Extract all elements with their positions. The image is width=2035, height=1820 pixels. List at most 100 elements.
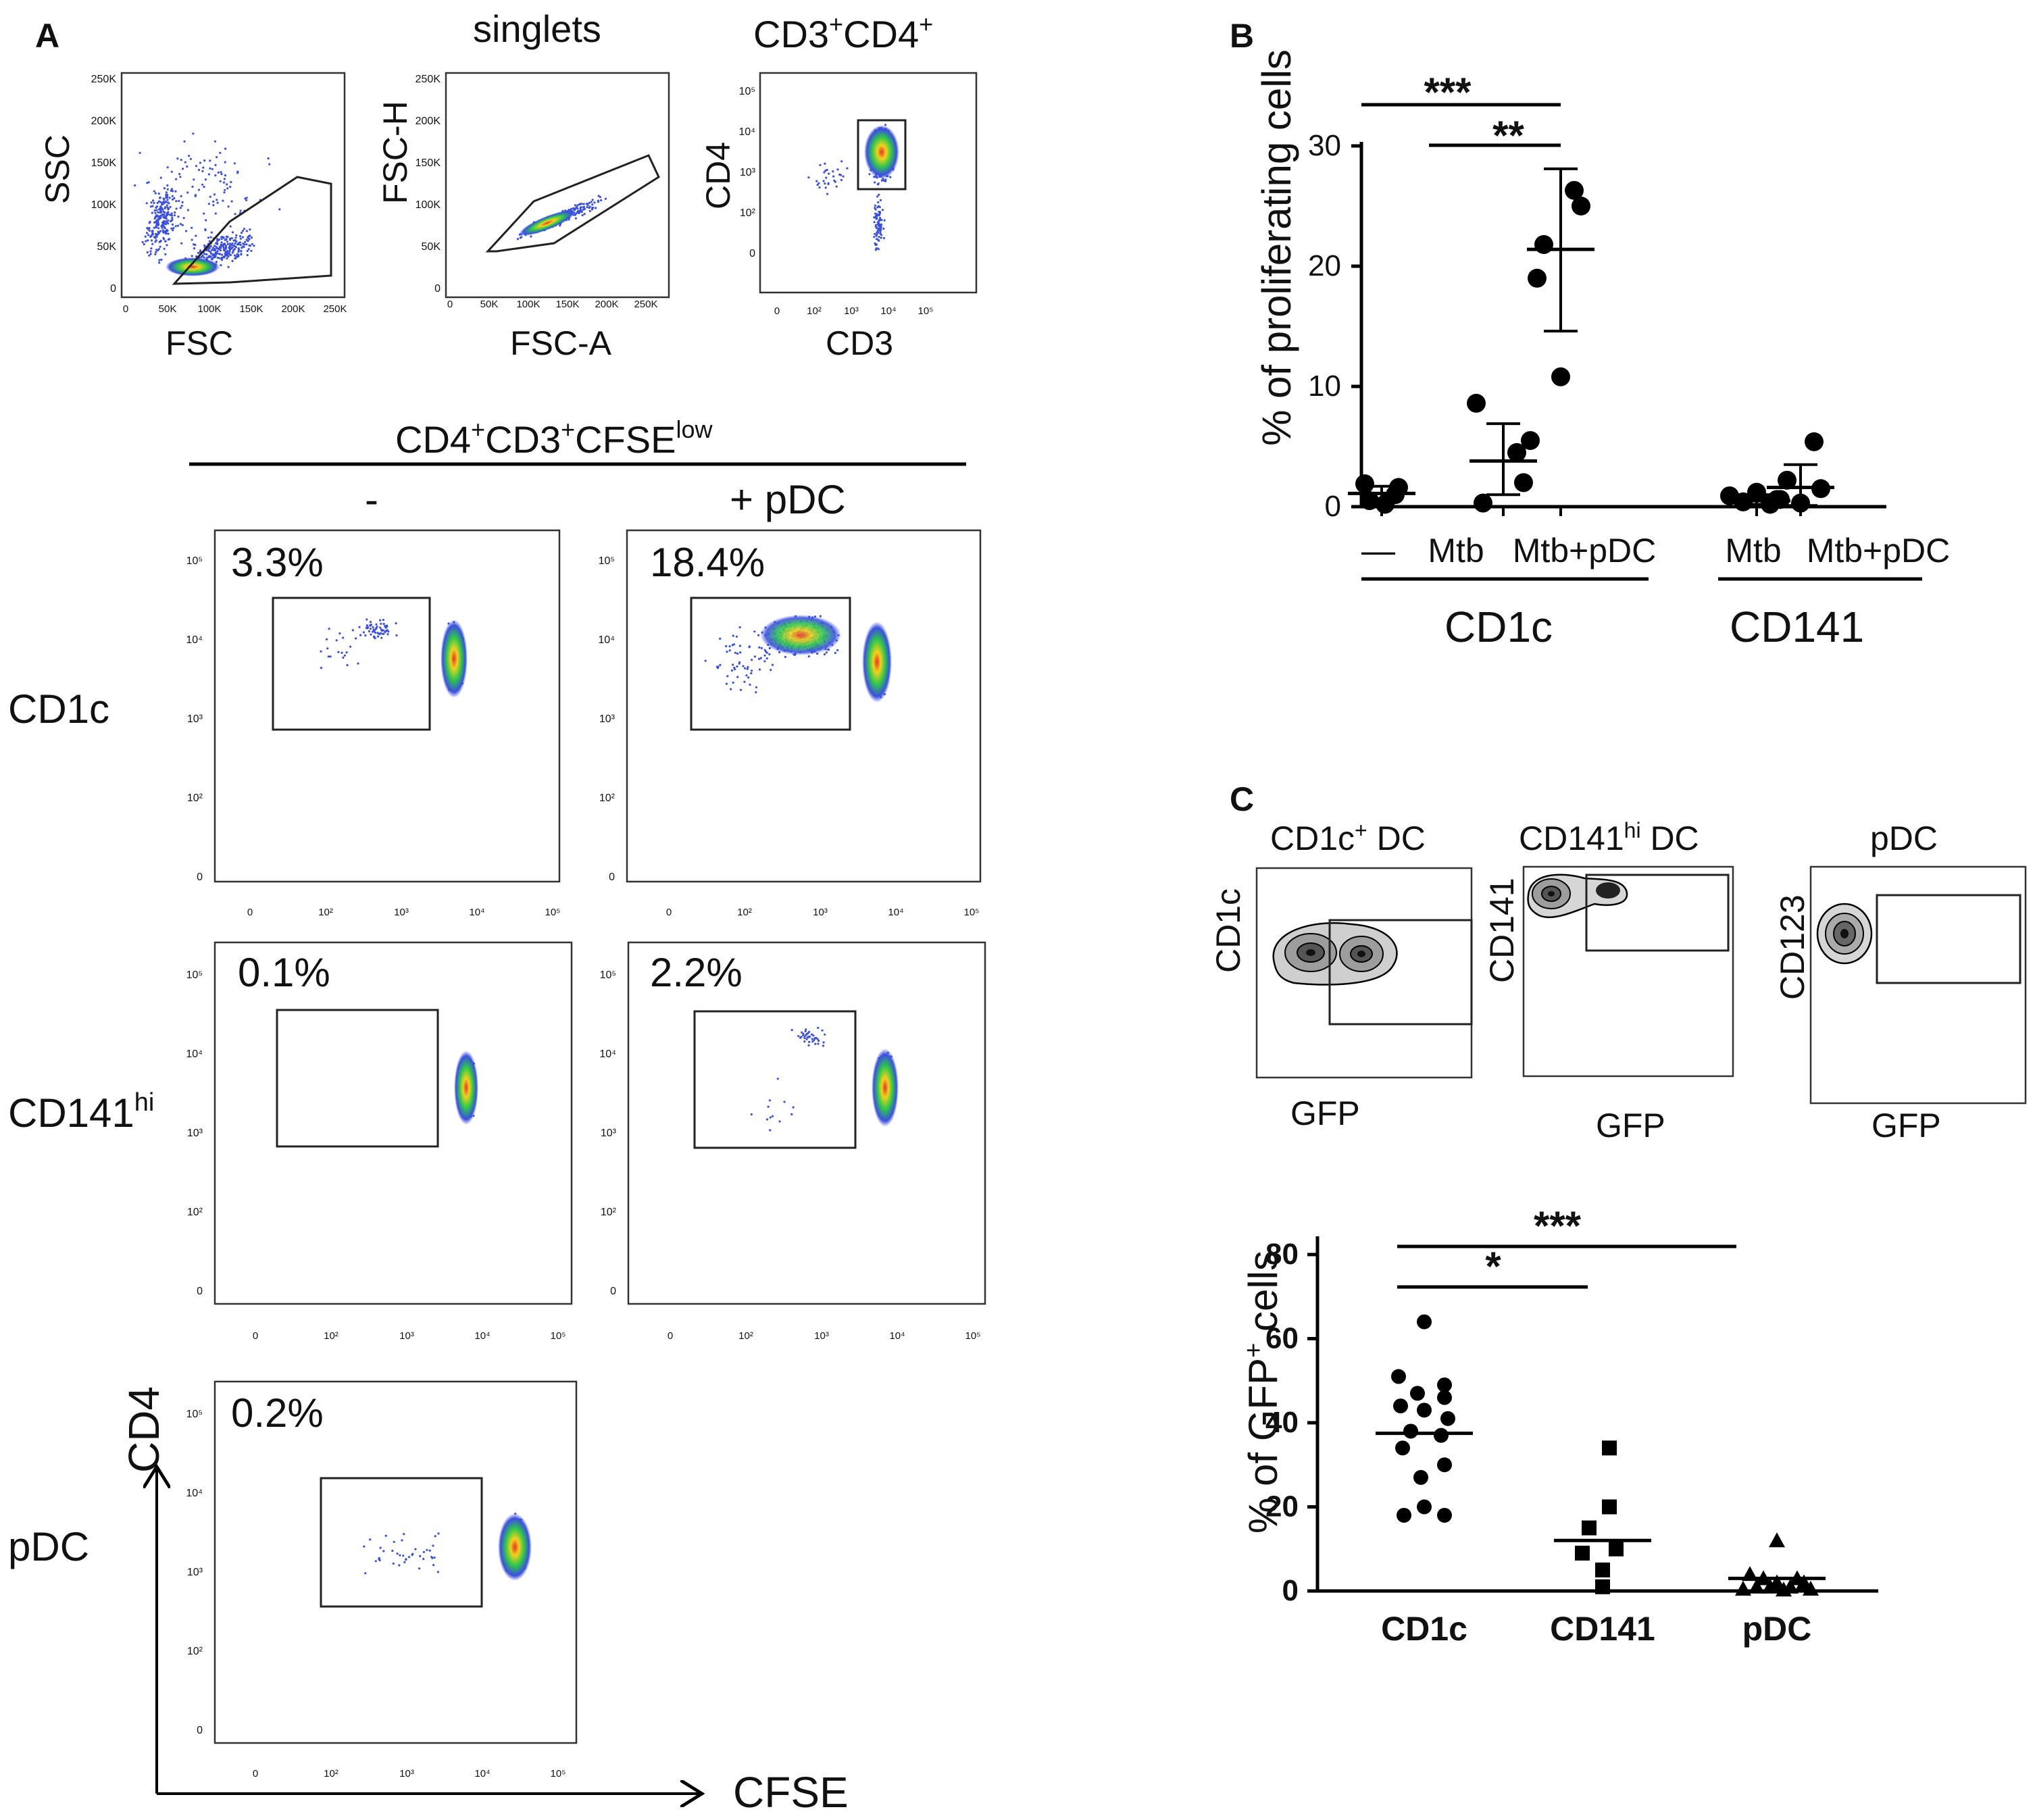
cell-event xyxy=(770,669,772,672)
cell-event xyxy=(152,199,155,202)
y-tick-label: 10⁵ xyxy=(186,1409,203,1420)
cell-event xyxy=(832,175,835,178)
cell-event xyxy=(234,213,236,216)
x-tick-label: 10² xyxy=(738,1330,753,1342)
cell-event xyxy=(240,232,243,234)
cell-event xyxy=(186,191,189,194)
cell-event xyxy=(164,240,167,243)
y-ticks: 10⁵ 10⁴ 10³ 10² 0 xyxy=(738,86,755,259)
cell-event xyxy=(768,1099,771,1102)
cfse-plot-cd141-minus: 0.1% 0 10² 10³ 10⁴ 10⁵ 10⁵ 10⁴ 10³ 10² 0 xyxy=(186,941,573,1342)
cell-event xyxy=(229,225,232,228)
x-tick-label: 0 xyxy=(774,305,780,317)
cell-event xyxy=(792,1106,795,1109)
cell-event xyxy=(335,639,338,642)
cell-event xyxy=(368,630,371,633)
cell-event xyxy=(153,209,156,212)
x-tick-label: 0 xyxy=(247,907,253,918)
data-point xyxy=(1437,1377,1452,1392)
cell-event xyxy=(217,171,220,174)
y-tick-label: 30 xyxy=(1308,129,1341,162)
cell-event xyxy=(725,682,728,685)
cell-event xyxy=(391,1549,394,1552)
cell-event xyxy=(370,633,372,636)
cell-event xyxy=(165,230,168,233)
cell-event xyxy=(366,624,368,627)
cell-event xyxy=(884,180,887,182)
cell-event xyxy=(422,1558,425,1561)
y-tick-label: 10² xyxy=(740,207,756,219)
cell-event xyxy=(156,249,159,252)
cell-event xyxy=(715,665,719,668)
cell-event xyxy=(325,638,328,640)
cell-event xyxy=(144,235,147,238)
cell-event xyxy=(380,628,383,631)
cell-event xyxy=(166,244,168,247)
row-label-cd141: CD141hi xyxy=(8,1088,154,1136)
y-tick-label: 10³ xyxy=(187,1567,203,1578)
cell-event xyxy=(769,1129,772,1132)
cell-event xyxy=(818,186,821,189)
cell-event xyxy=(173,197,176,200)
cell-event xyxy=(586,203,589,206)
cell-event xyxy=(230,237,233,240)
cell-event xyxy=(241,247,243,249)
cell-event xyxy=(868,173,871,176)
data-point xyxy=(1528,268,1547,288)
cell-event xyxy=(223,249,226,252)
cell-event xyxy=(166,188,169,191)
gate-rectangle xyxy=(272,597,431,731)
y-tick-label: 10⁵ xyxy=(600,969,616,981)
cell-event xyxy=(167,219,170,222)
data-point xyxy=(1796,1574,1812,1590)
cell-event xyxy=(153,236,155,238)
data-point xyxy=(1514,473,1533,492)
cell-event xyxy=(411,1554,413,1557)
cell-event xyxy=(769,1116,772,1119)
cell-event xyxy=(581,214,584,217)
cell-event xyxy=(876,231,880,234)
cell-event xyxy=(806,1036,809,1038)
cell-event xyxy=(364,634,367,637)
cell-event xyxy=(239,237,242,240)
percentage: 2.2% xyxy=(650,950,743,995)
x-tick-label: 250K xyxy=(323,303,347,315)
cell-event xyxy=(824,182,826,185)
cell-event xyxy=(758,657,761,661)
cell-event xyxy=(812,1034,815,1037)
data-point xyxy=(1575,1545,1590,1561)
cell-event xyxy=(384,625,386,628)
cell-event xyxy=(157,211,159,213)
cell-event xyxy=(154,211,157,214)
x-tick-label: 250K xyxy=(634,299,657,310)
data-point xyxy=(1393,1398,1408,1414)
cell-event xyxy=(329,655,332,658)
cell-event xyxy=(810,1033,813,1036)
cell-event xyxy=(154,192,157,195)
cell-event xyxy=(166,196,168,199)
cell-event xyxy=(874,212,877,215)
data-point xyxy=(1437,1390,1452,1405)
contour-plot-cd141: CD141hi DC CD141 GFP xyxy=(1483,818,1734,1144)
cell-event xyxy=(148,222,151,224)
cell-event xyxy=(165,193,168,196)
cell-event xyxy=(247,240,249,243)
x-tick-label: 50K xyxy=(159,303,177,315)
cell-event xyxy=(220,171,222,174)
y-tick-label: 10⁴ xyxy=(186,1048,203,1060)
cell-event xyxy=(167,213,170,216)
cell-event xyxy=(355,637,357,640)
cell-event xyxy=(216,201,219,204)
density-hotspot xyxy=(864,125,899,179)
cell-event xyxy=(220,236,223,238)
cell-event xyxy=(805,1028,807,1031)
x-tick-label: 0 xyxy=(253,1768,258,1779)
y-ticks: 250K 200K 150K 100K 50K 0 xyxy=(416,74,441,295)
y-tick-label: 0 xyxy=(1282,1574,1299,1607)
density-hotspot xyxy=(441,620,468,698)
cell-event xyxy=(437,1532,440,1535)
cell-event xyxy=(155,239,157,242)
cell-event xyxy=(184,230,188,232)
y-tick-label: 10⁵ xyxy=(186,969,203,981)
cell-event xyxy=(170,170,173,173)
